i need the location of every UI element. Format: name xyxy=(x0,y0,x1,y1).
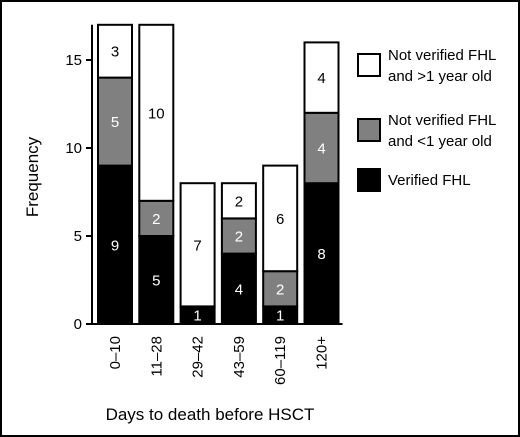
bar-segment xyxy=(97,164,133,325)
x-tick-label: 29–42 xyxy=(190,336,207,378)
bars: 9 5 3 5 2 10 1 7 4 2 2 1 2 6 8 4 4 xyxy=(97,23,340,326)
bar-segment xyxy=(262,164,299,273)
y-axis-title: Frequency xyxy=(23,136,42,217)
y-tick-label: 15 xyxy=(65,52,82,69)
bar-segment xyxy=(97,76,133,167)
legend-label: Not verified FHL xyxy=(388,47,496,64)
x-tick-label: 60–119 xyxy=(272,336,289,385)
x-axis-title: Days to death before HSCT xyxy=(106,405,315,424)
x-tick-label: 0–10 xyxy=(107,336,124,369)
bar-value-label: 3 xyxy=(111,44,119,61)
legend-label: and >1 year old xyxy=(388,68,492,85)
bar-value-label: 5 xyxy=(152,273,160,290)
legend: Not verified FHL and >1 year old Not verif… xyxy=(357,47,496,192)
y-tick-label: 5 xyxy=(74,228,82,245)
bar-value-label: 10 xyxy=(148,105,165,122)
bar-segment xyxy=(220,217,257,255)
bar-value-label: 6 xyxy=(276,211,284,228)
bar-value-label: 4 xyxy=(235,281,243,298)
bar-segment xyxy=(303,41,340,114)
x-tick-label: 11–28 xyxy=(148,336,165,377)
bar-value-label: 2 xyxy=(235,193,243,210)
bar-value-label: 7 xyxy=(193,237,201,254)
bar-value-label: 5 xyxy=(111,114,119,131)
legend-swatch xyxy=(357,168,381,192)
bar-value-label: 8 xyxy=(317,246,325,263)
bar-value-label: 2 xyxy=(235,229,243,246)
bar-value-label: 4 xyxy=(317,141,325,158)
bar-value-label: 1 xyxy=(276,308,284,325)
bar-segment xyxy=(303,182,340,325)
bar-segment xyxy=(97,23,133,79)
y-axis: 0 5 10 15 xyxy=(65,24,93,333)
legend-swatch xyxy=(357,53,381,77)
bar-value-label: 4 xyxy=(317,70,325,87)
bar-segment xyxy=(220,252,257,326)
x-axis: 0–10 11–28 29–42 43–59 60–119 120+ xyxy=(92,323,343,385)
bar-value-label: 9 xyxy=(111,237,119,254)
bar-segment xyxy=(138,23,175,202)
legend-label: Not verified FHL xyxy=(388,112,496,129)
y-tick-label: 0 xyxy=(74,316,82,333)
y-tick-label: 10 xyxy=(65,140,82,157)
bar-value-label: 1 xyxy=(193,308,201,325)
legend-label: Verified FHL xyxy=(388,172,471,189)
bar-value-label: 2 xyxy=(152,211,160,228)
bar-segment xyxy=(179,182,216,308)
bar-segment xyxy=(220,182,257,220)
x-tick-label: 43–59 xyxy=(231,336,248,378)
legend-label: and <1 year old xyxy=(388,133,492,150)
legend-swatch xyxy=(357,118,381,142)
x-tick-label: 120+ xyxy=(314,336,331,370)
bar-value-label: 2 xyxy=(276,281,284,298)
